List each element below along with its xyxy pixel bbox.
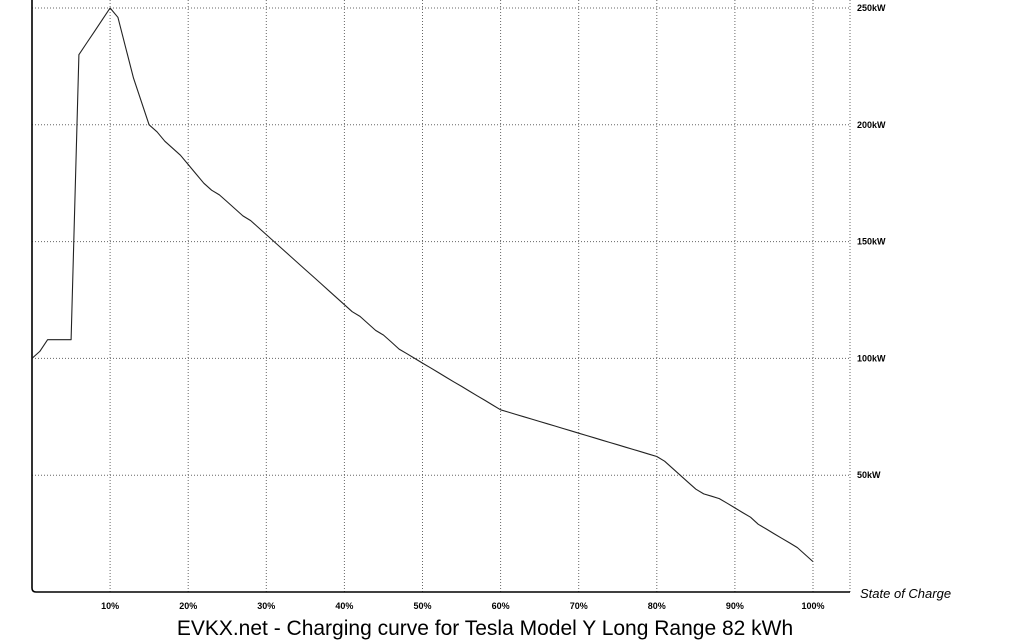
x-tick-label: 90%: [726, 601, 744, 611]
x-tick-label: 100%: [801, 601, 824, 611]
x-tick-label: 40%: [335, 601, 353, 611]
x-tick-label: 70%: [570, 601, 588, 611]
y-tick-label: 200kW: [857, 120, 886, 130]
x-tick-label: 60%: [492, 601, 510, 611]
y-tick-label: 250kW: [857, 3, 886, 13]
x-tick-label: 50%: [413, 601, 431, 611]
x-tick-label: 80%: [648, 601, 666, 611]
x-tick-label: 20%: [179, 601, 197, 611]
axis-frame: [31, 0, 850, 593]
charging-curve-line: [31, 7, 814, 563]
y-tick-label: 100kW: [857, 353, 886, 363]
series-layer: [31, 7, 814, 563]
x-axis-label: State of Charge: [860, 586, 951, 601]
x-tick-label: 30%: [257, 601, 275, 611]
x-tick-label: 10%: [101, 601, 119, 611]
y-tick-label: 150kW: [857, 237, 886, 247]
y-tick-label: 50kW: [857, 470, 881, 480]
axes: [31, 0, 850, 593]
grid-lines: [32, 0, 851, 592]
chart-title: EVKX.net - Charging curve for Tesla Mode…: [176, 617, 794, 640]
tick-labels: 50kW 100kW 150kW 200kW 250kW 10% 20% 30% 40% 50% 6…: [101, 3, 886, 611]
